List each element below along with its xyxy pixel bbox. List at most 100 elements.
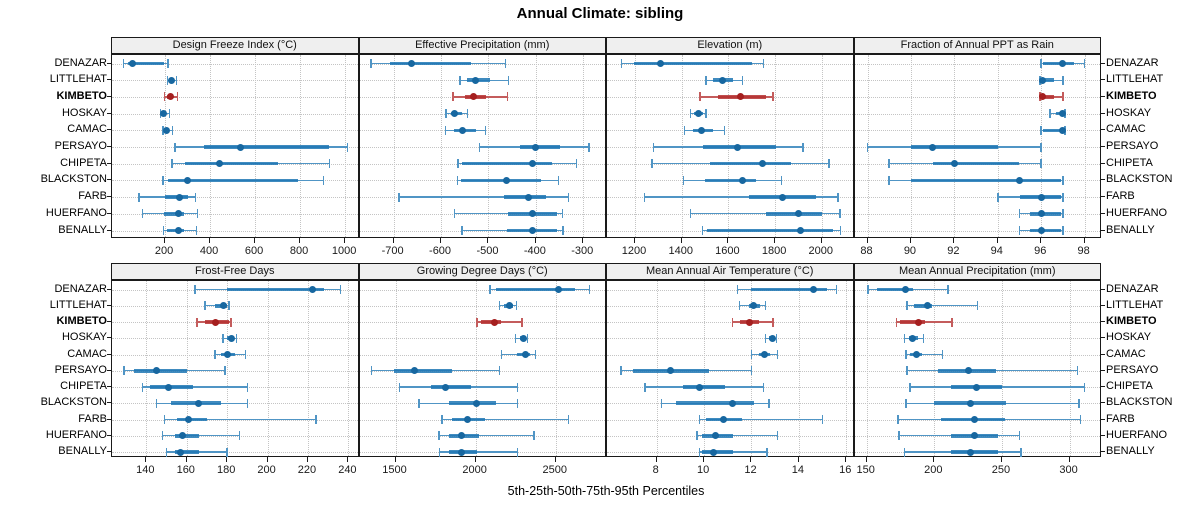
median-dot <box>168 76 176 84</box>
whisker-cap <box>1018 431 1021 441</box>
whisker-cap <box>526 333 529 343</box>
whisker-cap <box>839 209 841 219</box>
gridline-vertical <box>475 281 477 456</box>
whisker-cap <box>750 366 753 376</box>
whisker-cap <box>122 59 125 68</box>
whisker-cap <box>123 366 125 376</box>
site-label-right: BENALLY <box>1106 223 1155 236</box>
site-label-right: HOSKAY <box>1106 331 1152 344</box>
site-label-left: CAMAC <box>67 347 107 360</box>
gridline-horizontal <box>112 197 358 199</box>
axis-tick-mark <box>266 457 268 462</box>
whisker-cap <box>168 109 171 119</box>
whisker-cap <box>466 109 469 119</box>
axis-tick-label: 300 <box>1059 464 1078 476</box>
gridline-vertical <box>997 55 999 237</box>
whisker-cap <box>557 175 560 185</box>
median-dot <box>177 448 185 456</box>
median-dot <box>929 143 937 151</box>
site-label-left: CHIPETA <box>60 156 107 169</box>
gridline-horizontal <box>854 130 1100 132</box>
iqr-bar <box>503 195 547 199</box>
iqr-bar <box>449 401 496 406</box>
gridline-horizontal <box>854 63 1100 65</box>
median-dot <box>913 351 921 358</box>
axis-tick-mark <box>392 238 394 243</box>
median-dot <box>734 143 742 151</box>
whisker-cap <box>837 192 839 202</box>
site-label-right: CHIPETA <box>1106 380 1153 392</box>
axis-tick-label: -500 <box>476 245 499 257</box>
panel-strip: Mean Annual Precipitation (mm) <box>853 263 1101 280</box>
gridline-vertical <box>395 281 397 456</box>
row-tick-left <box>107 434 111 436</box>
median-dot <box>179 432 187 440</box>
axis-tick-mark <box>344 238 346 243</box>
axis-tick-mark <box>1068 457 1070 462</box>
whisker-cap <box>705 75 707 85</box>
site-label-left: LITTLEHAT <box>49 73 107 86</box>
gridline-horizontal <box>854 354 1100 356</box>
median-dot <box>175 193 183 201</box>
axis-tick-label: 200 <box>154 245 174 257</box>
whisker-cap <box>1062 75 1064 85</box>
axis-tick-mark <box>347 457 349 462</box>
axis-tick-mark <box>554 457 556 462</box>
row-tick-right <box>1101 196 1105 198</box>
percentile-whisker <box>697 435 778 437</box>
median-dot <box>160 110 168 118</box>
row-tick-left <box>107 337 111 339</box>
site-label-right: DENAZAR <box>1106 282 1159 295</box>
whisker-cap <box>780 175 783 185</box>
site-label-right: FARB <box>1106 190 1135 203</box>
median-dot <box>459 126 467 134</box>
whisker-cap <box>452 92 454 102</box>
median-dot <box>236 143 244 151</box>
gridline-horizontal <box>854 213 1100 215</box>
whisker-cap <box>214 350 216 359</box>
strip-label: Frost-Free Days <box>195 265 275 277</box>
panel <box>853 280 1101 457</box>
whisker-cap <box>867 285 869 294</box>
whisker-cap <box>699 92 701 102</box>
whisker-cap <box>562 226 564 235</box>
median-dot <box>469 93 477 101</box>
whisker-cap <box>328 159 331 169</box>
axis-tick-mark <box>727 238 729 243</box>
panel <box>853 54 1101 238</box>
axis-tick-label: 2000 <box>808 245 834 257</box>
site-label-left: BENALLY <box>58 445 107 457</box>
iqr-bar <box>766 212 822 216</box>
median-dot <box>215 160 223 168</box>
whisker-cap <box>162 226 165 235</box>
percentile-whisker <box>442 418 569 421</box>
whisker-cap <box>235 333 237 343</box>
whisker-cap <box>533 431 535 441</box>
whisker-cap <box>174 142 176 152</box>
whisker-cap <box>1040 159 1042 169</box>
whisker-cap <box>167 59 169 68</box>
whisker-cap <box>906 301 908 311</box>
whisker-cap <box>561 209 564 219</box>
axis-tick-mark <box>394 457 396 462</box>
median-dot <box>736 93 744 101</box>
whisker-cap <box>165 447 168 457</box>
whisker-cap <box>888 159 890 169</box>
site-label-left: DENAZAR <box>54 56 107 69</box>
row-tick-left <box>107 112 111 114</box>
axis-tick-label: 150 <box>856 464 875 476</box>
site-label-left: KIMBETO <box>56 89 107 102</box>
median-dot <box>750 302 758 310</box>
site-label-left: KIMBETO <box>56 315 107 327</box>
whisker-cap <box>947 285 949 294</box>
gridline-vertical <box>165 55 167 237</box>
whisker-cap <box>171 125 174 135</box>
gridline-vertical <box>1069 281 1071 456</box>
median-dot <box>729 399 737 407</box>
whisker-cap <box>766 447 768 457</box>
site-label-right: LITTLEHAT <box>1106 73 1164 86</box>
row-tick-right <box>1101 95 1105 97</box>
axis-tick-label: 96 <box>1034 245 1047 257</box>
axis-tick-mark <box>933 457 935 462</box>
